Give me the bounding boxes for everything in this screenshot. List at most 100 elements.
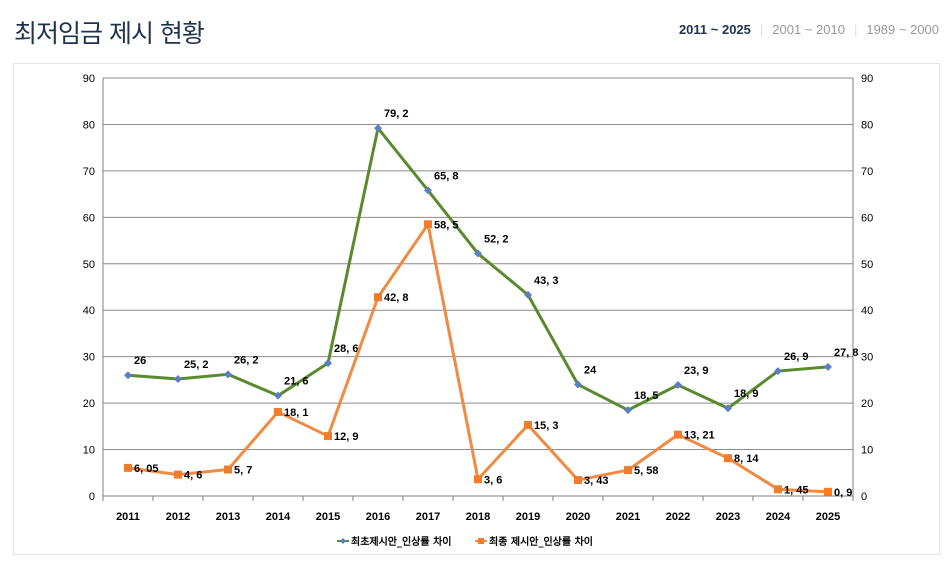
legend-series-1-marker bbox=[340, 538, 346, 544]
series-line-2 bbox=[127, 222, 829, 494]
series-1-point bbox=[124, 371, 132, 380]
series-1-data-label: 26, 2 bbox=[234, 354, 258, 366]
y-tick-label-right: 70 bbox=[861, 166, 873, 178]
y-tick-label-right: 0 bbox=[861, 491, 867, 503]
series-2-data-label: 3, 43 bbox=[584, 475, 608, 487]
x-tick-label: 2018 bbox=[466, 511, 490, 523]
x-tick-label: 2019 bbox=[516, 511, 540, 523]
series-1-point bbox=[724, 404, 732, 413]
series-1-point bbox=[474, 249, 482, 258]
y-tick-label-left: 80 bbox=[83, 119, 95, 131]
y-tick-label-right: 50 bbox=[861, 259, 873, 271]
y-tick-label-left: 40 bbox=[83, 305, 95, 317]
series-1-data-label: 52, 2 bbox=[484, 234, 508, 246]
series-1-point bbox=[374, 124, 382, 133]
series-2-point bbox=[424, 220, 432, 229]
legend-series-2-marker bbox=[478, 538, 484, 544]
series-2-data-label: 8, 14 bbox=[734, 453, 759, 465]
y-tick-label-right: 40 bbox=[861, 305, 873, 317]
x-tick-label: 2012 bbox=[166, 511, 190, 523]
series-1-data-label: 21, 6 bbox=[284, 376, 308, 388]
series-2-data-label: 12, 9 bbox=[334, 431, 358, 443]
y-tick-label-right: 80 bbox=[861, 119, 873, 131]
legend-series-2-label: 최종 제시안_인상률 차이 bbox=[489, 535, 593, 548]
period-tabs: 2011 ~ 2025 | 2001 ~ 2010 | 1989 ~ 2000 bbox=[679, 22, 939, 37]
series-1-point bbox=[824, 362, 832, 371]
series-2-data-label: 58, 5 bbox=[434, 219, 458, 231]
series-1-data-label: 25, 2 bbox=[184, 359, 208, 371]
series-1-data-label: 79, 2 bbox=[384, 108, 408, 120]
series-1-point bbox=[674, 380, 682, 389]
tab-1989-2000[interactable]: 1989 ~ 2000 bbox=[866, 22, 939, 37]
x-tick-label: 2024 bbox=[766, 511, 791, 523]
legend-series-1-label: 최초제시안_인상률 차이 bbox=[351, 535, 451, 548]
series-2-point bbox=[174, 470, 182, 479]
series-2-data-label: 13, 21 bbox=[684, 430, 715, 442]
series-2-point bbox=[474, 475, 482, 484]
y-tick-label-left: 90 bbox=[83, 73, 95, 85]
series-1-point bbox=[424, 186, 432, 195]
y-tick-label-right: 10 bbox=[861, 445, 873, 457]
series-2-point bbox=[274, 407, 282, 416]
x-tick-label: 2015 bbox=[316, 511, 340, 523]
series-2-point bbox=[724, 454, 732, 463]
series-2-point bbox=[524, 420, 532, 429]
series-2-point bbox=[824, 487, 832, 496]
series-1-data-label: 43, 3 bbox=[534, 275, 558, 287]
series-1-data-label: 23, 9 bbox=[684, 365, 708, 377]
series-2-point bbox=[224, 465, 232, 474]
series-2-point bbox=[374, 293, 382, 302]
x-tick-label: 2017 bbox=[416, 511, 440, 523]
x-tick-label: 2025 bbox=[816, 511, 840, 523]
y-tick-label-left: 0 bbox=[89, 491, 95, 503]
x-tick-label: 2011 bbox=[116, 511, 140, 523]
x-tick-label: 2022 bbox=[666, 511, 690, 523]
series-2-point bbox=[574, 476, 582, 485]
series-2-point bbox=[774, 485, 782, 494]
series-1-data-label: 26, 9 bbox=[784, 351, 808, 363]
series-1-data-label: 18, 5 bbox=[634, 390, 658, 402]
y-tick-label-left: 20 bbox=[83, 398, 95, 410]
series-1-point bbox=[324, 359, 332, 368]
series-2-data-label: 15, 3 bbox=[534, 420, 558, 432]
x-tick-label: 2016 bbox=[366, 511, 390, 523]
x-tick-label: 2014 bbox=[266, 511, 291, 523]
x-tick-label: 2013 bbox=[216, 511, 240, 523]
series-1-point bbox=[274, 391, 282, 400]
y-tick-label-left: 10 bbox=[83, 445, 95, 457]
tab-2001-2010[interactable]: 2001 ~ 2010 bbox=[772, 22, 845, 37]
series-2-point bbox=[624, 466, 632, 475]
y-tick-label-right: 90 bbox=[861, 73, 873, 85]
series-1-data-label: 27, 8 bbox=[834, 347, 858, 359]
series-2-data-label: 0, 9 bbox=[834, 487, 852, 499]
y-tick-label-left: 60 bbox=[83, 212, 95, 224]
series-1-data-label: 65, 8 bbox=[434, 170, 458, 182]
series-1-data-label: 28, 6 bbox=[334, 343, 358, 355]
series-2-data-label: 5, 7 bbox=[234, 465, 252, 477]
series-2-data-label: 4, 6 bbox=[184, 470, 202, 482]
y-tick-label-right: 30 bbox=[861, 352, 873, 364]
series-2-data-label: 1, 45 bbox=[784, 484, 808, 496]
y-tick-label-right: 60 bbox=[861, 212, 873, 224]
x-tick-label: 2023 bbox=[716, 511, 740, 523]
series-2-data-label: 6, 05 bbox=[134, 463, 158, 475]
series-1-point bbox=[224, 370, 232, 379]
series-1-point bbox=[174, 374, 182, 383]
x-tick-label: 2020 bbox=[566, 511, 590, 523]
series-1-data-label: 24 bbox=[584, 365, 597, 377]
y-tick-label-right: 20 bbox=[861, 398, 873, 410]
series-2-data-label: 3, 6 bbox=[484, 474, 502, 486]
y-tick-label-left: 50 bbox=[83, 259, 95, 271]
x-tick-label: 2021 bbox=[616, 511, 640, 523]
series-1-point bbox=[524, 290, 532, 299]
series-2-point bbox=[674, 430, 682, 439]
y-tick-label-left: 70 bbox=[83, 166, 95, 178]
series-2-point bbox=[124, 463, 132, 472]
series-2-point bbox=[324, 432, 332, 441]
y-tick-label-left: 30 bbox=[83, 352, 95, 364]
series-1-data-label: 18, 9 bbox=[734, 388, 758, 400]
series-1-point bbox=[774, 367, 782, 376]
tab-2011-2025[interactable]: 2011 ~ 2025 bbox=[678, 22, 751, 37]
series-1-data-label: 26 bbox=[134, 355, 146, 367]
